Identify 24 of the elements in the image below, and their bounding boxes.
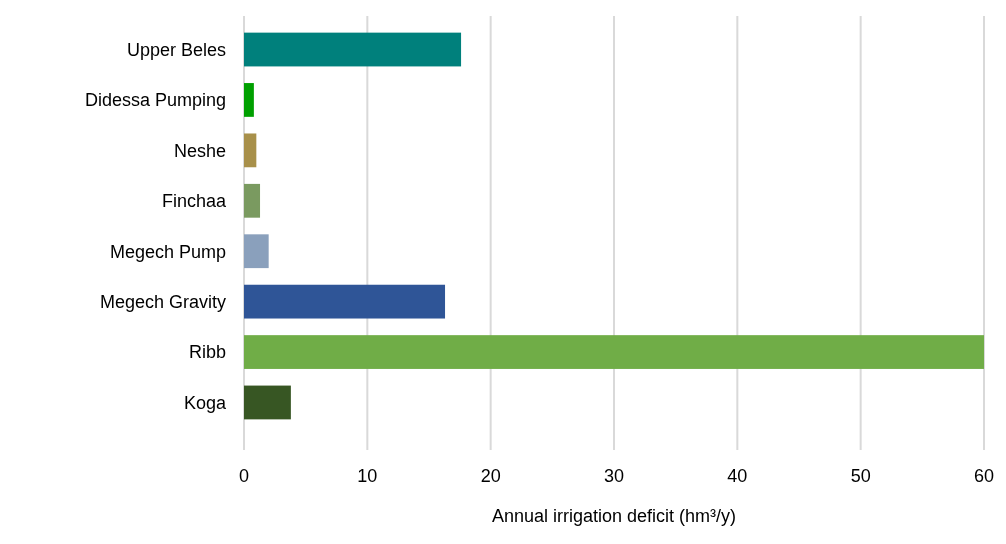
bar bbox=[244, 83, 254, 117]
x-axis-title: Annual irrigation deficit (hm³/y) bbox=[491, 506, 737, 526]
y-tick-label: Koga bbox=[183, 392, 227, 413]
x-tick-label: 50 bbox=[850, 466, 871, 486]
x-tick-label: 10 bbox=[357, 466, 378, 486]
x-tick-label: 60 bbox=[973, 466, 995, 486]
bar bbox=[244, 234, 269, 269]
bar bbox=[244, 32, 462, 67]
y-tick-label: Neshe bbox=[173, 140, 226, 161]
y-tick-label: Megech Pump bbox=[109, 241, 226, 262]
y-tick-label: Megech Gravity bbox=[99, 291, 226, 312]
x-tick-label: 30 bbox=[603, 466, 625, 486]
x-tick-label: 0 bbox=[238, 466, 250, 486]
y-tick-label: Finchaa bbox=[161, 191, 227, 212]
y-tick-label: Didessa Pumping bbox=[84, 90, 226, 111]
bar bbox=[244, 284, 446, 319]
bar bbox=[244, 385, 291, 420]
bar bbox=[244, 335, 984, 369]
x-tick-label: 20 bbox=[480, 466, 501, 486]
x-tick-label: 40 bbox=[727, 466, 748, 486]
y-tick-label: Upper Beles bbox=[126, 39, 226, 60]
bar bbox=[244, 183, 261, 218]
y-tick-label: Ribb bbox=[188, 342, 226, 363]
bar bbox=[244, 133, 257, 168]
